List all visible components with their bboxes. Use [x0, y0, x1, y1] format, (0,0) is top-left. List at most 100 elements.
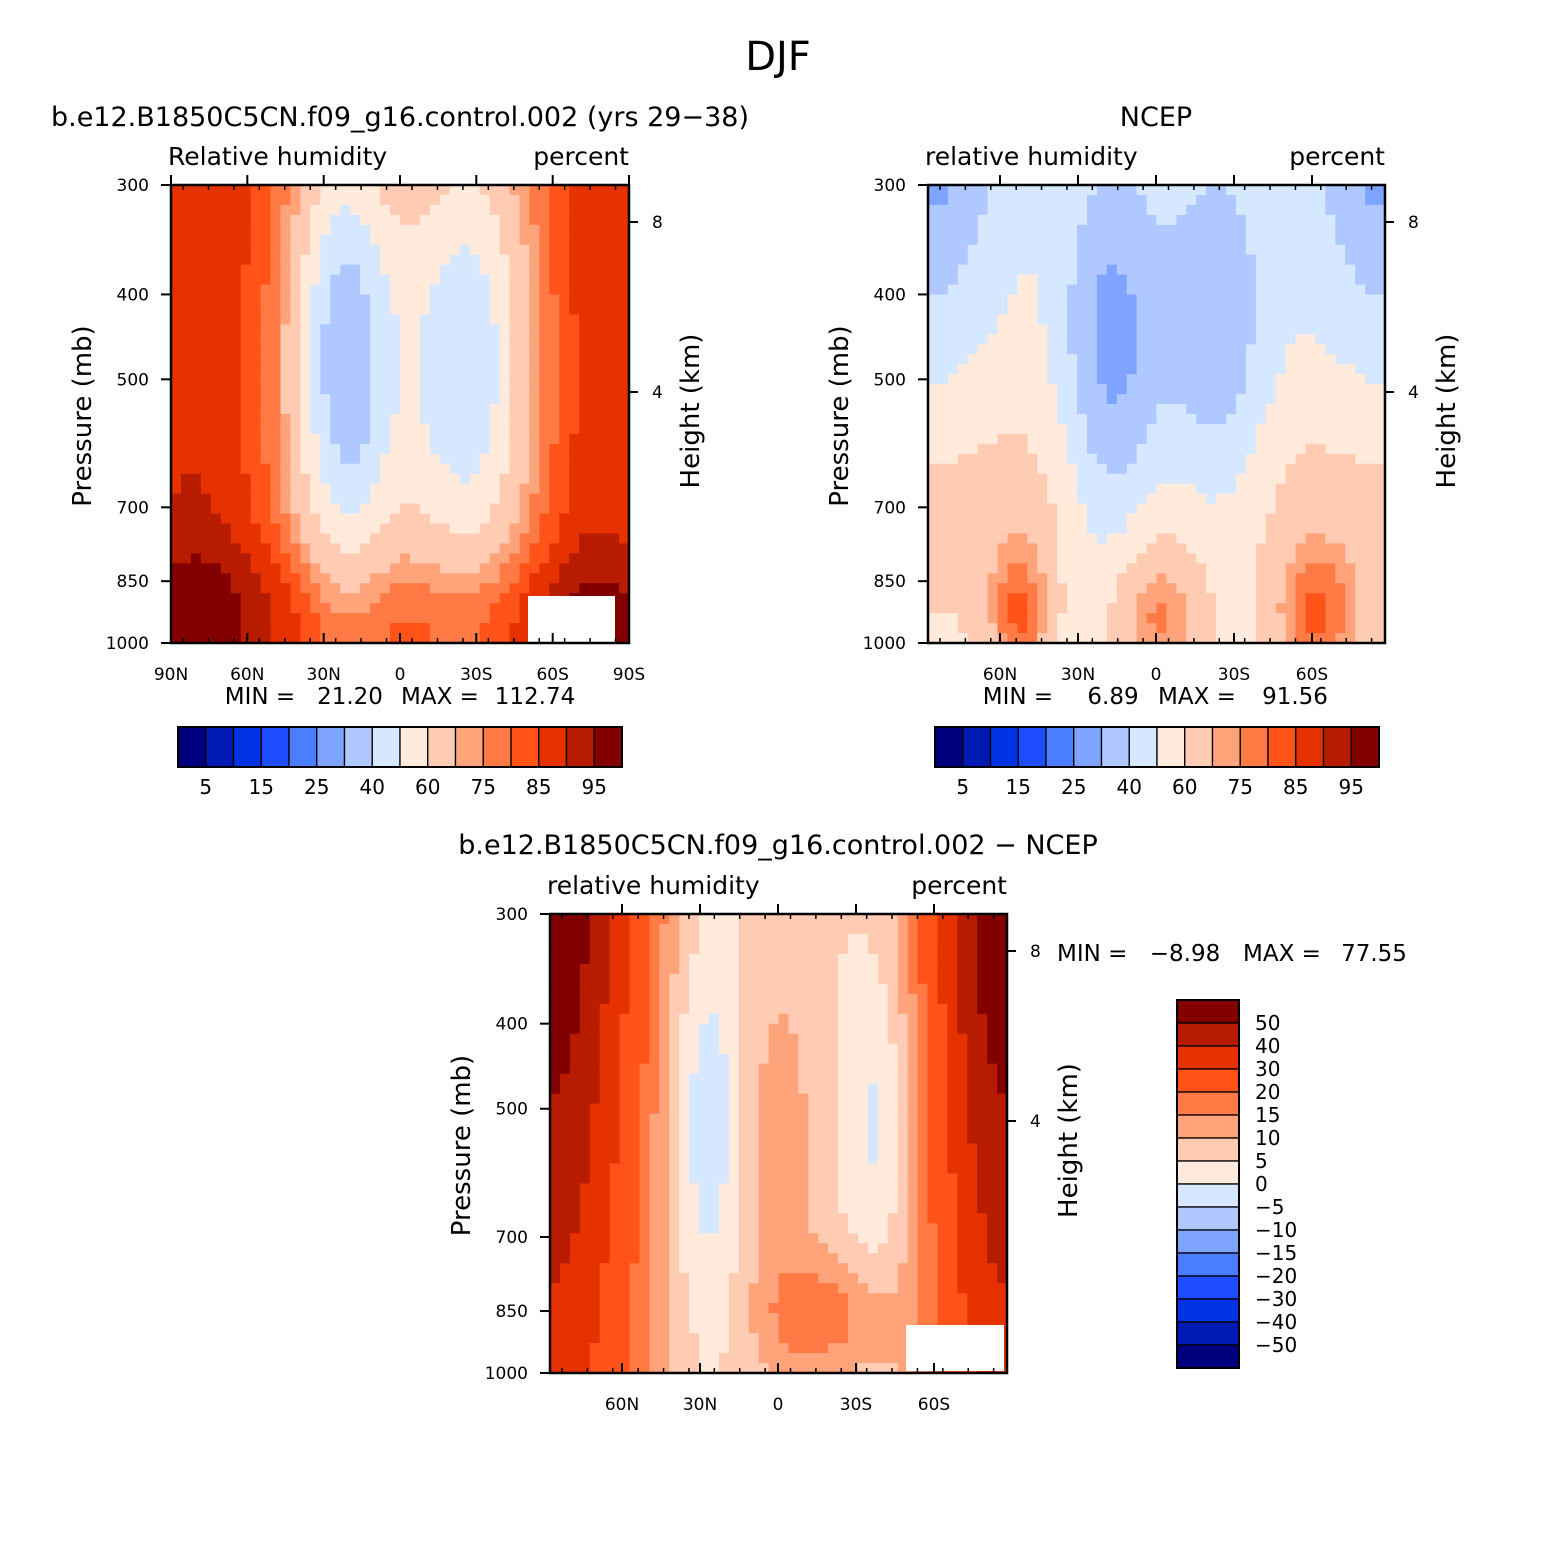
field-cell — [579, 244, 590, 256]
field-cell — [818, 1013, 829, 1025]
field-cell — [748, 1023, 760, 1035]
field-cell — [390, 443, 401, 455]
field-cell — [559, 234, 570, 246]
field-cell — [1226, 613, 1237, 624]
field-cell — [1206, 384, 1217, 395]
field-cell — [579, 294, 590, 306]
field-cell — [1106, 334, 1118, 345]
field-cell — [519, 593, 531, 604]
field-cell — [220, 254, 232, 266]
field-cell — [788, 993, 799, 1005]
field-cell — [1365, 384, 1376, 395]
field-cell — [340, 613, 351, 624]
field-cell — [429, 513, 441, 525]
field-cell — [509, 284, 521, 296]
field-cell — [280, 374, 292, 385]
field-cell — [419, 264, 431, 276]
field-cell — [947, 414, 959, 425]
field-cell — [997, 593, 1009, 604]
field-cell — [300, 304, 311, 316]
field-cell — [370, 364, 381, 375]
field-cell — [818, 1003, 829, 1015]
field-cell — [1295, 493, 1307, 505]
field-cell — [1086, 204, 1098, 216]
field-cell — [310, 533, 321, 545]
field-cell — [1285, 404, 1297, 415]
field-cell — [390, 423, 401, 435]
field-cell — [400, 374, 411, 385]
field-cell — [1216, 354, 1227, 365]
field-cell — [1216, 214, 1227, 226]
field-cell — [569, 953, 581, 965]
field-cell — [529, 324, 540, 335]
field-cell — [1365, 304, 1376, 316]
field-cell — [419, 394, 431, 405]
field-cell — [509, 264, 521, 276]
field-cell — [927, 933, 939, 945]
field-cell — [290, 453, 302, 465]
field-cell — [1027, 354, 1038, 365]
field-cell — [1007, 185, 1019, 196]
field-cell — [1295, 274, 1307, 286]
field-cell — [300, 294, 311, 306]
colorbar-label: 95 — [1339, 775, 1364, 799]
field-cell — [669, 963, 680, 975]
field-cell — [180, 294, 192, 306]
field-cell — [1255, 553, 1267, 564]
field-cell — [539, 583, 550, 594]
field-cell — [818, 923, 829, 935]
field-cell — [1335, 234, 1346, 246]
field-cell — [340, 513, 351, 525]
field-cell — [928, 204, 939, 216]
field-cell — [947, 963, 958, 975]
field-cell — [1235, 334, 1247, 345]
field-cell — [469, 234, 481, 246]
field-cell — [947, 943, 958, 955]
field-cell — [549, 423, 560, 435]
field-cell — [539, 443, 550, 455]
field-cell — [1156, 274, 1168, 286]
field-cell — [937, 573, 949, 584]
field-cell — [1216, 314, 1227, 325]
field-cell — [400, 364, 411, 375]
field-cell — [370, 633, 381, 644]
field-cell — [629, 923, 641, 935]
field-cell — [1216, 583, 1227, 594]
field-cell — [439, 214, 451, 226]
field-cell — [1116, 274, 1128, 286]
field-cell — [589, 923, 601, 935]
field-cell — [459, 185, 471, 196]
field-cell — [957, 414, 969, 425]
field-cell — [1355, 583, 1366, 594]
field-cell — [579, 314, 590, 325]
field-cell — [1245, 404, 1257, 415]
field-cell — [469, 423, 481, 435]
field-cell — [927, 973, 939, 985]
field-cell — [619, 513, 630, 525]
field-cell — [1126, 463, 1138, 475]
field-cell — [180, 314, 192, 325]
field-cell — [1235, 443, 1247, 455]
field-cell — [987, 1013, 998, 1025]
field-cell — [519, 404, 531, 415]
field-cell — [330, 603, 341, 614]
field-cell — [857, 983, 869, 995]
field-cell — [310, 493, 321, 505]
field-cell — [1017, 404, 1028, 415]
max-value: 91.56 — [1262, 684, 1328, 710]
field-cell — [1116, 523, 1128, 535]
field-cell — [409, 623, 421, 634]
field-cell — [1196, 613, 1207, 624]
field-cell — [1255, 433, 1267, 445]
field-cell — [818, 983, 829, 995]
field-cell — [967, 533, 979, 545]
colorbar-frame — [934, 726, 1380, 768]
field-cell — [1067, 623, 1078, 634]
field-cell — [589, 384, 600, 395]
field-cell — [1335, 204, 1346, 216]
field-cell — [320, 443, 331, 455]
field-cell — [1265, 623, 1277, 634]
field-cell — [1096, 284, 1108, 296]
field-cell — [360, 463, 371, 475]
field-cell — [1235, 324, 1247, 335]
